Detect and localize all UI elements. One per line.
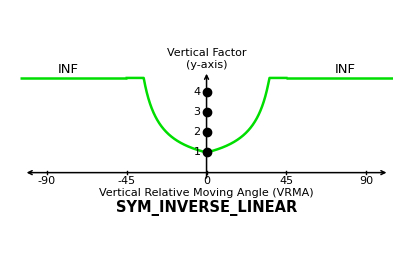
Text: Vertical Factor
(y-axis): Vertical Factor (y-axis) [167,48,246,70]
Text: -45: -45 [117,176,136,186]
Text: -90: -90 [38,176,56,186]
Text: Vertical Relative Moving Angle (VRMA): Vertical Relative Moving Angle (VRMA) [99,188,314,198]
Text: 45: 45 [279,176,294,186]
Text: INF: INF [335,63,356,76]
Text: 0: 0 [203,176,210,186]
Text: SYM_INVERSE_LINEAR: SYM_INVERSE_LINEAR [116,200,297,216]
Text: 3: 3 [193,107,200,117]
Text: 4: 4 [193,87,200,97]
Text: 2: 2 [193,127,200,137]
Text: 90: 90 [359,176,373,186]
Text: INF: INF [58,63,79,76]
Text: 1: 1 [193,147,200,157]
